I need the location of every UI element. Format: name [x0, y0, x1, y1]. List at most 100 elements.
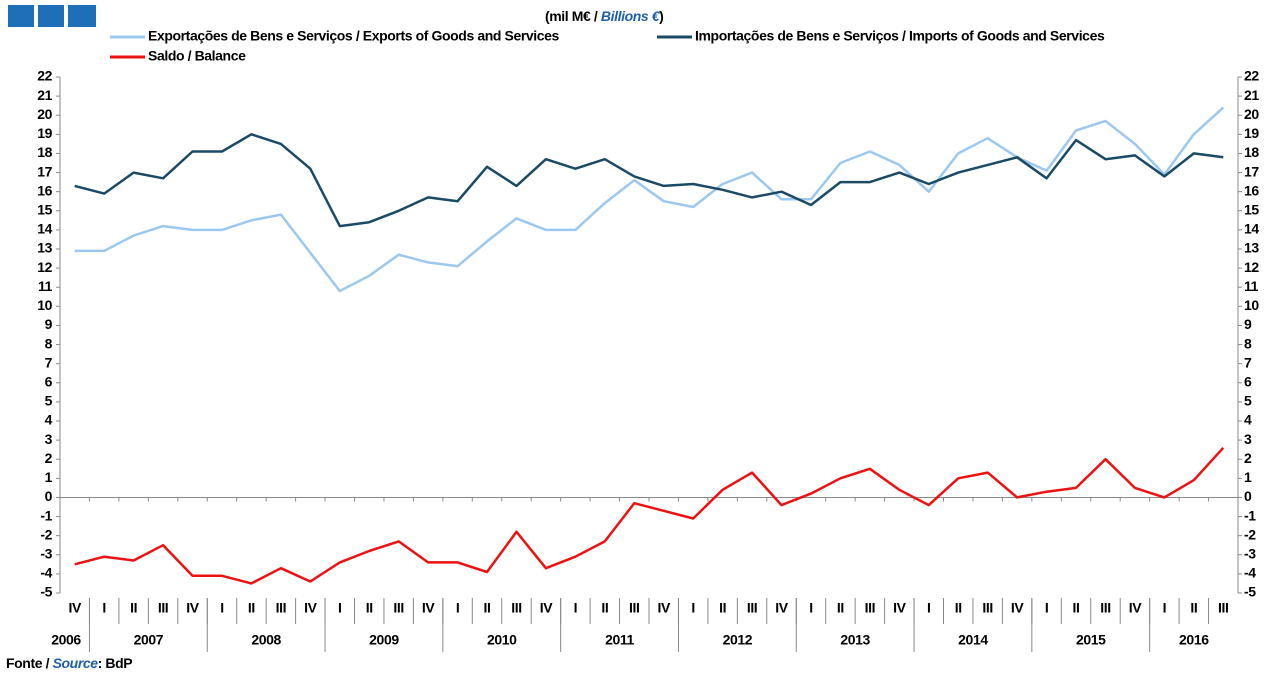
x-tick-label: I — [691, 600, 695, 616]
y-tick-label-right: 21 — [1244, 87, 1259, 103]
x-tick-label: III — [1100, 600, 1110, 616]
year-label: 2006 — [51, 632, 81, 648]
source-en: Source — [53, 655, 99, 671]
series-line — [74, 133, 1224, 228]
x-tick-label: II — [1190, 600, 1197, 616]
year-label: 2014 — [958, 632, 988, 648]
y-tick-label: 15 — [37, 201, 52, 217]
year-label: 2011 — [605, 632, 634, 648]
x-tick-label: I — [809, 600, 813, 616]
y-tick-label-right: -4 — [1244, 565, 1256, 581]
x-tick-label: II — [837, 600, 844, 616]
x-tick-label: III — [1218, 600, 1228, 616]
y-tick-label-right: 22 — [1244, 68, 1259, 84]
y-tick-label: 12 — [37, 259, 52, 275]
x-tick-label: IV — [775, 600, 788, 616]
x-tick-label: II — [1073, 600, 1080, 616]
y-tick-label-right: 1 — [1244, 469, 1252, 485]
source-value: : BdP — [98, 655, 133, 671]
y-tick-label: 7 — [45, 354, 53, 370]
logo-block — [68, 5, 96, 27]
y-tick-label: 18 — [37, 144, 52, 160]
x-tick-label: III — [276, 600, 286, 616]
source-pt: Fonte / — [6, 655, 53, 671]
year-label: 2016 — [1179, 632, 1209, 648]
x-tick-label: I — [102, 600, 106, 616]
y-tick-label: -5 — [40, 584, 52, 600]
y-tick-label-right: -5 — [1244, 584, 1256, 600]
x-tick-label: III — [158, 600, 168, 616]
logo-block — [38, 5, 64, 27]
y-tick-label-right: 19 — [1244, 125, 1259, 141]
y-tick-label: 2 — [45, 450, 53, 466]
x-tick-label: II — [248, 600, 255, 616]
x-tick-label: IV — [540, 600, 553, 616]
year-label: 2007 — [134, 632, 164, 648]
y-tick-label-right: 0 — [1244, 488, 1252, 504]
x-tick-label: IV — [422, 600, 435, 616]
y-tick-label: 1 — [45, 469, 53, 485]
legend-label: Importações de Bens e Serviços / Imports… — [695, 28, 1105, 44]
y-tick-label-right: 20 — [1244, 106, 1259, 122]
y-tick-label: 10 — [37, 297, 52, 313]
year-label: 2015 — [1076, 632, 1106, 648]
y-tick-label-right: 9 — [1244, 316, 1252, 332]
x-tick-label: IV — [186, 600, 199, 616]
y-tick-label: 3 — [45, 431, 53, 447]
y-tick-label-right: 16 — [1244, 182, 1259, 198]
y-tick-label-right: 12 — [1244, 259, 1259, 275]
y-tick-label: 16 — [37, 182, 52, 198]
y-tick-label-right: 14 — [1244, 221, 1259, 237]
x-tick-label: II — [601, 600, 608, 616]
x-tick-label: III — [865, 600, 875, 616]
y-tick-label: -1 — [40, 507, 52, 523]
y-tick-label-right: 5 — [1244, 393, 1252, 409]
y-tick-label: 13 — [37, 240, 52, 256]
y-tick-label-right: 7 — [1244, 354, 1252, 370]
year-label: 2012 — [723, 632, 753, 648]
y-tick-label-right: 13 — [1244, 240, 1259, 256]
y-tick-label-right: -3 — [1244, 545, 1256, 561]
y-tick-label: -4 — [40, 565, 52, 581]
y-tick-label: 4 — [45, 412, 53, 428]
year-label: 2013 — [840, 632, 870, 648]
y-tick-label-right: -2 — [1244, 526, 1256, 542]
legend-label: Saldo / Balance — [148, 48, 246, 64]
unit-label: (mil M€ / Billions €) — [545, 8, 663, 24]
y-tick-label: 6 — [45, 373, 53, 389]
x-tick-label: IV — [1011, 600, 1024, 616]
x-tick-label: I — [456, 600, 460, 616]
x-tick-label: III — [511, 600, 521, 616]
x-tick-label: I — [338, 600, 342, 616]
x-tick-label: II — [130, 600, 137, 616]
year-label: 2008 — [251, 632, 281, 648]
y-tick-label-right: 8 — [1244, 335, 1252, 351]
x-tick-label: III — [747, 600, 757, 616]
x-tick-label: I — [574, 600, 578, 616]
y-tick-label-right: 4 — [1244, 412, 1252, 428]
x-tick-label: IV — [69, 600, 82, 616]
year-label: 2009 — [369, 632, 399, 648]
x-tick-label: I — [927, 600, 931, 616]
y-tick-label: 8 — [45, 335, 53, 351]
x-tick-label: III — [393, 600, 403, 616]
unit-pt: (mil M€ / — [545, 8, 601, 24]
x-tick-label: II — [484, 600, 491, 616]
x-tick-label: I — [1163, 600, 1167, 616]
year-label: 2010 — [487, 632, 517, 648]
y-tick-label: -2 — [40, 526, 52, 542]
y-tick-label: 5 — [45, 393, 53, 409]
y-tick-label-right: -1 — [1244, 507, 1256, 523]
y-tick-label: 20 — [37, 106, 52, 122]
y-tick-label: 22 — [37, 68, 52, 84]
x-tick-label: IV — [1129, 600, 1142, 616]
y-tick-label: 9 — [45, 316, 53, 332]
y-tick-label: 21 — [37, 87, 52, 103]
series-line — [74, 106, 1225, 293]
legend-label: Exportações de Bens e Serviços / Exports… — [148, 28, 560, 44]
y-tick-label: 0 — [45, 488, 53, 504]
y-tick-label-right: 6 — [1244, 373, 1252, 389]
y-tick-label-right: 2 — [1244, 450, 1252, 466]
unit-en: Billions € — [601, 8, 661, 24]
series-line — [74, 446, 1225, 585]
